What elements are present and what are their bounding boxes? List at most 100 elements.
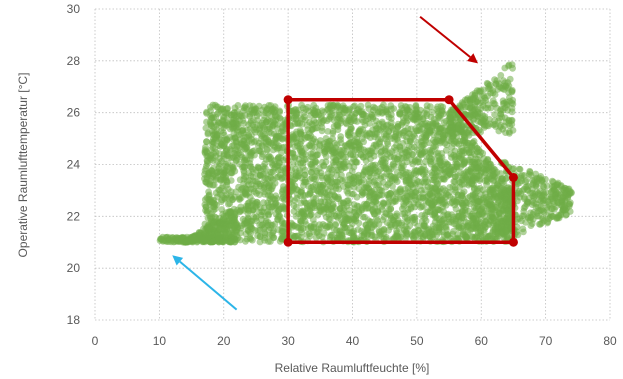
data-point [498, 177, 505, 185]
data-point [435, 199, 443, 206]
data-point [471, 191, 479, 199]
data-point [370, 198, 377, 206]
data-point [413, 139, 421, 146]
data-point [243, 105, 250, 113]
data-point [189, 233, 197, 241]
data-point [318, 174, 326, 182]
data-point [413, 118, 421, 126]
data-point [399, 140, 407, 147]
data-point [501, 79, 509, 87]
data-point [209, 219, 217, 227]
data-point [519, 225, 527, 233]
data-point [489, 97, 497, 104]
data-point [461, 96, 469, 104]
data-point [516, 166, 524, 173]
data-point [375, 228, 383, 236]
y-axis-ticks: 18 20 22 24 26 28 30 [67, 2, 81, 327]
data-point [408, 157, 416, 165]
data-point [373, 215, 380, 222]
data-point [495, 117, 502, 125]
data-point [357, 145, 365, 153]
data-point [221, 108, 228, 116]
data-point [262, 138, 270, 146]
data-point [327, 176, 335, 184]
data-point [250, 185, 257, 193]
data-point [334, 178, 341, 186]
data-point [228, 162, 236, 170]
data-point [426, 127, 434, 134]
data-point [332, 157, 340, 164]
data-point [379, 108, 387, 116]
data-point [292, 172, 300, 180]
data-point [428, 171, 436, 179]
x-tick-label: 60 [475, 334, 489, 348]
data-point [490, 176, 498, 184]
data-point [435, 226, 443, 234]
data-point [371, 221, 379, 228]
data-point [272, 163, 279, 171]
data-point [289, 150, 297, 158]
data-point [256, 130, 264, 137]
data-point [421, 109, 428, 117]
data-point [260, 184, 268, 192]
data-point [484, 105, 492, 112]
data-point [222, 148, 230, 155]
data-point [230, 141, 238, 149]
data-point [361, 166, 369, 174]
data-point [394, 120, 402, 128]
data-point [209, 197, 217, 205]
data-point [321, 144, 328, 151]
data-point [473, 98, 481, 106]
data-point [412, 187, 420, 195]
data-point [349, 233, 357, 241]
data-point [210, 139, 218, 147]
data-point [567, 189, 575, 197]
data-point [237, 151, 245, 159]
data-point [432, 119, 439, 126]
data-point [310, 223, 318, 231]
x-axis-title: Relative Raumluftfeuchte [%] [275, 361, 430, 375]
data-point [361, 230, 369, 237]
data-point [533, 182, 540, 189]
data-point [358, 111, 366, 119]
data-point [222, 209, 230, 217]
data-point [310, 135, 318, 143]
data-point [468, 233, 476, 241]
data-point [548, 205, 555, 213]
y-tick-label: 20 [67, 261, 81, 275]
x-axis-ticks: 0 10 20 30 40 50 60 70 80 [92, 334, 617, 348]
data-point [455, 224, 463, 232]
data-point [227, 238, 235, 246]
data-point [410, 234, 417, 242]
data-point [479, 98, 487, 106]
data-point [394, 216, 402, 224]
data-point [369, 115, 377, 122]
data-point [236, 111, 244, 118]
data-point [418, 212, 426, 219]
data-point [316, 164, 323, 172]
data-point [372, 125, 380, 133]
data-point [362, 117, 370, 124]
data-point [390, 153, 398, 161]
y-tick-label: 30 [67, 2, 81, 16]
data-point [471, 89, 479, 97]
data-point [363, 183, 370, 190]
data-point [255, 172, 263, 180]
data-point [261, 237, 268, 244]
data-point [538, 177, 546, 185]
data-point [293, 203, 300, 211]
data-point [390, 162, 398, 170]
data-point [439, 103, 447, 111]
x-tick-label: 20 [217, 334, 231, 348]
data-point [351, 132, 358, 140]
data-point [401, 146, 409, 153]
data-point [474, 229, 482, 237]
data-point [247, 119, 254, 127]
data-point [318, 233, 326, 241]
data-point [450, 178, 458, 185]
data-point [503, 234, 511, 242]
data-point [448, 144, 456, 152]
data-point [347, 124, 355, 131]
data-point [247, 235, 255, 243]
